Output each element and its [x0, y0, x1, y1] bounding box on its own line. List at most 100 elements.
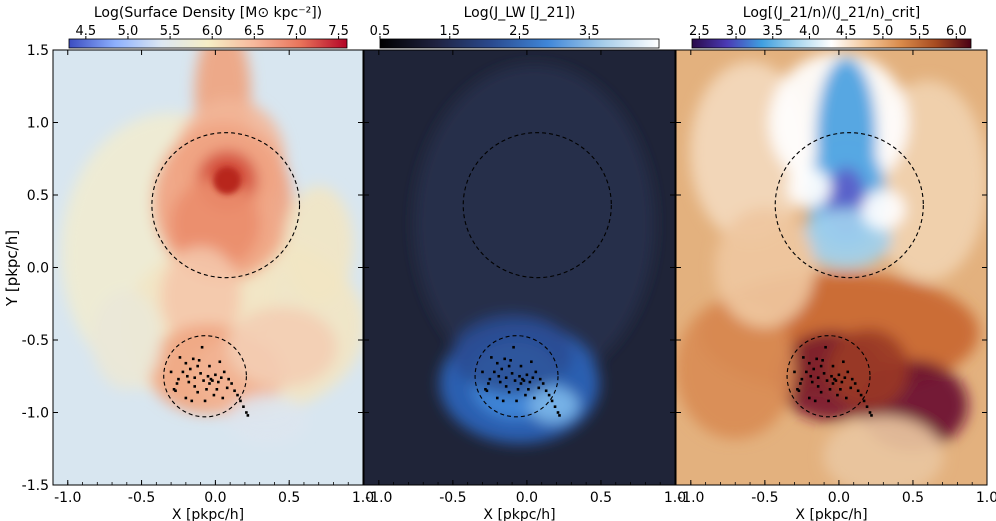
star-particle-point	[205, 388, 208, 391]
star-particle-point	[859, 393, 863, 397]
y-tick-label: 1.0	[27, 116, 49, 132]
colorbar-tick-label: 5.0	[118, 24, 139, 39]
star-particle-point	[175, 382, 179, 385]
x-axis-label: X [pkpc/h]	[172, 507, 244, 521]
star-particle-point	[245, 411, 248, 414]
star-particle-point	[527, 388, 530, 391]
star-particle-point	[208, 382, 211, 385]
x-tick-label: 0.5	[278, 490, 300, 506]
x-tick-label: -1.0	[365, 490, 392, 506]
x-tick-label: 0.0	[204, 490, 226, 506]
star-particle-point	[824, 345, 827, 349]
star-particle-point	[528, 380, 532, 384]
star-particle-point	[233, 389, 236, 393]
dashed-circle	[474, 335, 559, 418]
star-particle-point	[202, 379, 205, 382]
star-particle-point	[208, 364, 211, 368]
star-particle-point	[181, 370, 185, 374]
star-particle-point	[525, 373, 529, 377]
star-particle-point	[172, 388, 176, 391]
colorbar-tick-label: 6.0	[946, 24, 967, 39]
star-particle-point	[500, 367, 504, 371]
star-particle-point	[828, 388, 832, 391]
star-particle-point	[537, 386, 541, 390]
star-particle-point	[507, 364, 511, 368]
colorbar-tick-label: 3.0	[726, 24, 747, 39]
star-particle-point	[193, 385, 197, 388]
star-particle-point	[199, 372, 202, 375]
star-particle-point	[512, 345, 515, 349]
star-particle-point	[246, 414, 250, 417]
star-particle-point	[809, 374, 813, 378]
dashed-circle	[163, 335, 247, 418]
colorbar-title: Log(J_LW [J_21])	[464, 5, 576, 21]
colorbar-tick-label: 0.5	[370, 24, 391, 39]
colorbar-strip	[379, 38, 660, 49]
star-particle-point	[193, 376, 197, 379]
star-particle-point	[490, 356, 493, 359]
star-particle-point	[509, 359, 512, 362]
star-particle-point	[196, 390, 199, 394]
star-particle-point	[849, 386, 853, 390]
colorbar-tick-label: 6.0	[202, 24, 223, 39]
x-tick-label: 0.0	[828, 490, 850, 506]
colorbar-tick-label: 2.5	[689, 24, 710, 39]
star-particle-point	[218, 360, 222, 364]
star-particle-point	[177, 377, 180, 381]
star-particle-point	[816, 376, 820, 379]
star-particle-point	[822, 372, 826, 375]
star-particle-point	[174, 389, 177, 393]
x-tick-label: 1.0	[352, 490, 374, 506]
x-tick-label: 0.0	[516, 490, 538, 506]
star-particle-point	[484, 388, 487, 391]
star-particle-point	[501, 399, 505, 403]
colorbar-tick-label: 6.5	[244, 24, 265, 39]
panel-lw-intensity: -1.0 -0.5 0.0 0.5 1.0 X [pkpc/h]	[363, 49, 686, 521]
star-particle-point	[843, 376, 847, 379]
star-particle-point	[236, 393, 239, 397]
star-particle-point	[550, 399, 554, 403]
star-particle-point	[519, 382, 523, 385]
heatmap-image	[676, 50, 987, 485]
star-particle-point	[495, 361, 499, 365]
star-particle-point	[495, 396, 499, 400]
x-axis-label: X [pkpc/h]	[795, 507, 867, 521]
star-particle-point	[800, 377, 804, 381]
star-particle-point	[531, 376, 535, 379]
star-particle-point	[225, 386, 229, 390]
star-particle-point	[212, 393, 216, 397]
star-particle-point	[830, 374, 833, 378]
star-particle-point	[868, 411, 872, 414]
star-particle-point	[797, 389, 801, 393]
heatmap-image	[53, 50, 363, 485]
star-particle-point	[222, 370, 226, 374]
star-particle-point	[827, 399, 830, 403]
star-particle-point	[521, 377, 524, 381]
star-particle-point	[524, 393, 527, 397]
star-particle-point	[513, 379, 517, 382]
star-particle-point	[834, 379, 838, 382]
y-tick-label: -1.5	[22, 478, 49, 494]
y-tick-label: 0.0	[27, 261, 49, 277]
colorbar-tick-label: 5.5	[909, 24, 930, 39]
x-tick-label: 1.0	[976, 490, 996, 506]
star-particle-point	[178, 356, 182, 359]
star-particle-point	[197, 359, 201, 362]
star-particle-point	[184, 361, 188, 365]
star-particle-point	[870, 414, 873, 417]
star-particle-point	[184, 396, 188, 400]
star-particle-point	[211, 379, 214, 382]
star-particle-point	[217, 380, 220, 384]
star-particle-point	[836, 393, 839, 397]
star-particle-point	[842, 360, 845, 364]
star-particle-point	[845, 396, 848, 400]
star-particle-point	[219, 376, 223, 379]
shared-y-axis-label: Y [pkpc/h]	[3, 230, 21, 307]
star-particle-point	[190, 399, 194, 403]
star-particle-point	[522, 379, 526, 382]
star-particle-point	[518, 374, 521, 378]
colorbar-tick-label: 3.5	[762, 24, 783, 39]
star-particle-point	[819, 390, 823, 394]
x-tick-label: 1.0	[664, 490, 686, 506]
